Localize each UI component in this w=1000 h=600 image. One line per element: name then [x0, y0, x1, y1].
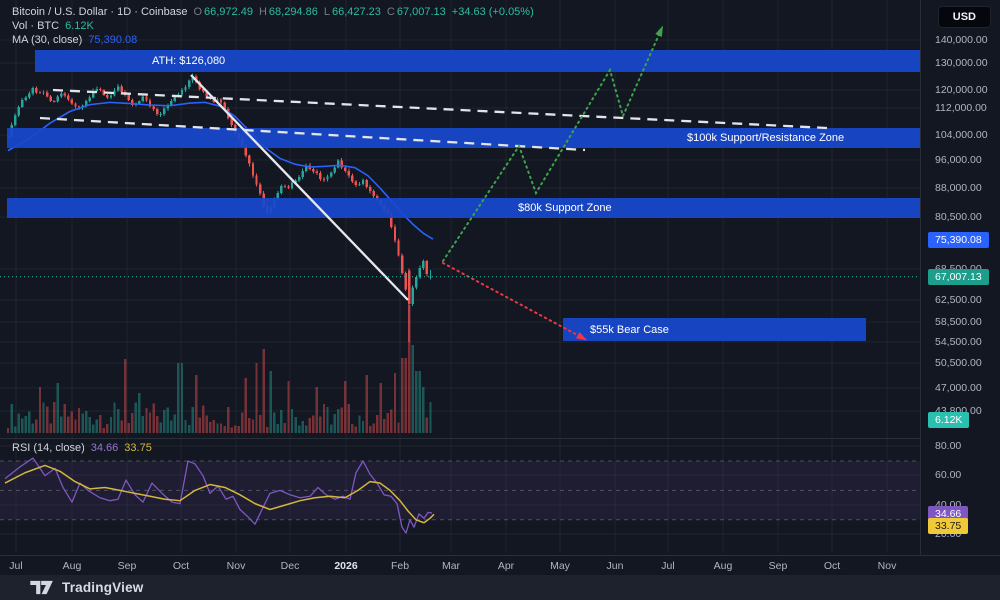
low-value: 66,427.23 — [331, 5, 381, 18]
rsi-pane — [0, 457, 920, 534]
axis-tick-label: 140,000.00 — [935, 34, 988, 46]
time-tick-label: May — [550, 560, 570, 572]
axis-tick-label: 80,500.00 — [935, 211, 982, 223]
tradingview-brand-text[interactable]: TradingView — [62, 580, 144, 595]
annotation-bands[interactable] — [7, 50, 920, 341]
time-tick-label: Aug — [62, 560, 82, 572]
axis-tick-label: 104,000.00 — [935, 129, 988, 141]
open-label: O — [193, 5, 203, 18]
rsi-label: RSI (14, close) — [12, 441, 85, 454]
axis-tick-label: 88,000.00 — [935, 182, 982, 194]
zone-80k-label[interactable]: $80k Support Zone — [518, 202, 612, 214]
time-tick-label: Feb — [390, 560, 410, 572]
time-tick-label: 2026 — [334, 560, 358, 572]
axis-tick-label: 120,000.00 — [935, 84, 988, 96]
axis-tick-label: 50,500.00 — [935, 357, 982, 369]
change-value: +34.63 (+0.05%) — [451, 5, 534, 18]
rsi-ma-value: 33.75 — [124, 441, 152, 454]
time-tick-label: Dec — [280, 560, 300, 572]
close-label: C — [386, 5, 395, 18]
time-tick-label: Mar — [441, 560, 461, 572]
time-tick-label: Nov — [226, 560, 246, 572]
projection-arrows[interactable] — [442, 25, 663, 341]
ma-label: MA (30, close) — [12, 33, 83, 46]
chart-pane[interactable] — [0, 0, 920, 555]
price-badge: 67,007.13 — [928, 269, 989, 285]
high-value: 68,294.86 — [268, 5, 318, 18]
time-tick-label: Sep — [768, 560, 788, 572]
axis-tick-label: 112,000.00 — [935, 102, 987, 114]
axis-tick-label: 80.00 — [935, 440, 962, 452]
volume-label: Vol · BTC — [12, 19, 60, 32]
time-tick-label: Aug — [713, 560, 733, 572]
low-label: L — [323, 5, 330, 18]
axis-tick-label: 62,500.00 — [935, 294, 982, 306]
ath-band[interactable] — [35, 50, 920, 72]
time-tick-label: Jun — [606, 560, 624, 572]
axis-tick-label: 130,000.00 — [935, 57, 988, 69]
open-value: 66,972.49 — [204, 5, 253, 18]
price-badge: 75,390.08 — [928, 232, 989, 248]
time-tick-label: Oct — [172, 560, 190, 572]
time-tick-label: Sep — [117, 560, 137, 572]
high-label: H — [258, 5, 267, 18]
bottom-toolbar: TradingView — [0, 575, 1000, 600]
rsi-value: 34.66 — [90, 441, 119, 454]
axis-tick-label: 96,000.00 — [935, 154, 982, 166]
time-tick-label: Apr — [497, 560, 515, 572]
tradingview-logo-icon[interactable] — [30, 580, 54, 595]
price-badge: 6.12K — [928, 412, 970, 428]
currency-toggle-button[interactable]: USD — [937, 6, 991, 28]
ma-legend-row[interactable]: MA (30, close) 75,390.08 — [12, 33, 534, 46]
symbol-title: Bitcoin / U.S. Dollar · 1D · Coinbase — [12, 5, 188, 18]
zone-100k-band[interactable] — [7, 128, 920, 148]
bear-case-band[interactable] — [563, 318, 866, 341]
time-tick-label: Jul — [9, 560, 23, 572]
volume-legend-row[interactable]: Vol · BTC 6.12K — [12, 19, 534, 32]
ath-band-label[interactable]: ATH: $126,080 — [152, 55, 226, 67]
time-tick-label: Jul — [661, 560, 675, 572]
axis-tick-label: 60.00 — [935, 469, 962, 481]
ma-value: 75,390.08 — [88, 33, 138, 46]
time-axis[interactable]: Jul Aug Sep Oct Nov Dec 2026 Feb Mar Apr May Jun Jul… — [0, 555, 1000, 575]
time-tick-label: Oct — [823, 560, 841, 572]
price-axis[interactable]: 140,000.00 130,000.00 120,000.00 112,000.00… — [920, 0, 1000, 575]
axis-tick-label: 58,500.00 — [935, 316, 982, 328]
zone-80k-band[interactable] — [7, 198, 920, 218]
volume-value: 6.12K — [65, 19, 94, 32]
trendline-drawings[interactable] — [39, 74, 828, 301]
time-tick-label: Nov — [877, 560, 897, 572]
bear-case-label[interactable]: $55k Bear Case — [590, 323, 669, 336]
volume-bars — [6, 305, 432, 433]
price-badge: 33.75 — [928, 518, 969, 534]
close-value: 67,007.13 — [396, 5, 446, 18]
axis-tick-label: 47,000.00 — [935, 382, 982, 394]
axis-tick-label: 54,500.00 — [935, 336, 982, 348]
zone-100k-label[interactable]: $100k Support/Resistance Zone — [687, 132, 845, 144]
rsi-legend[interactable]: RSI (14, close) 34.66 33.75 — [12, 441, 152, 455]
